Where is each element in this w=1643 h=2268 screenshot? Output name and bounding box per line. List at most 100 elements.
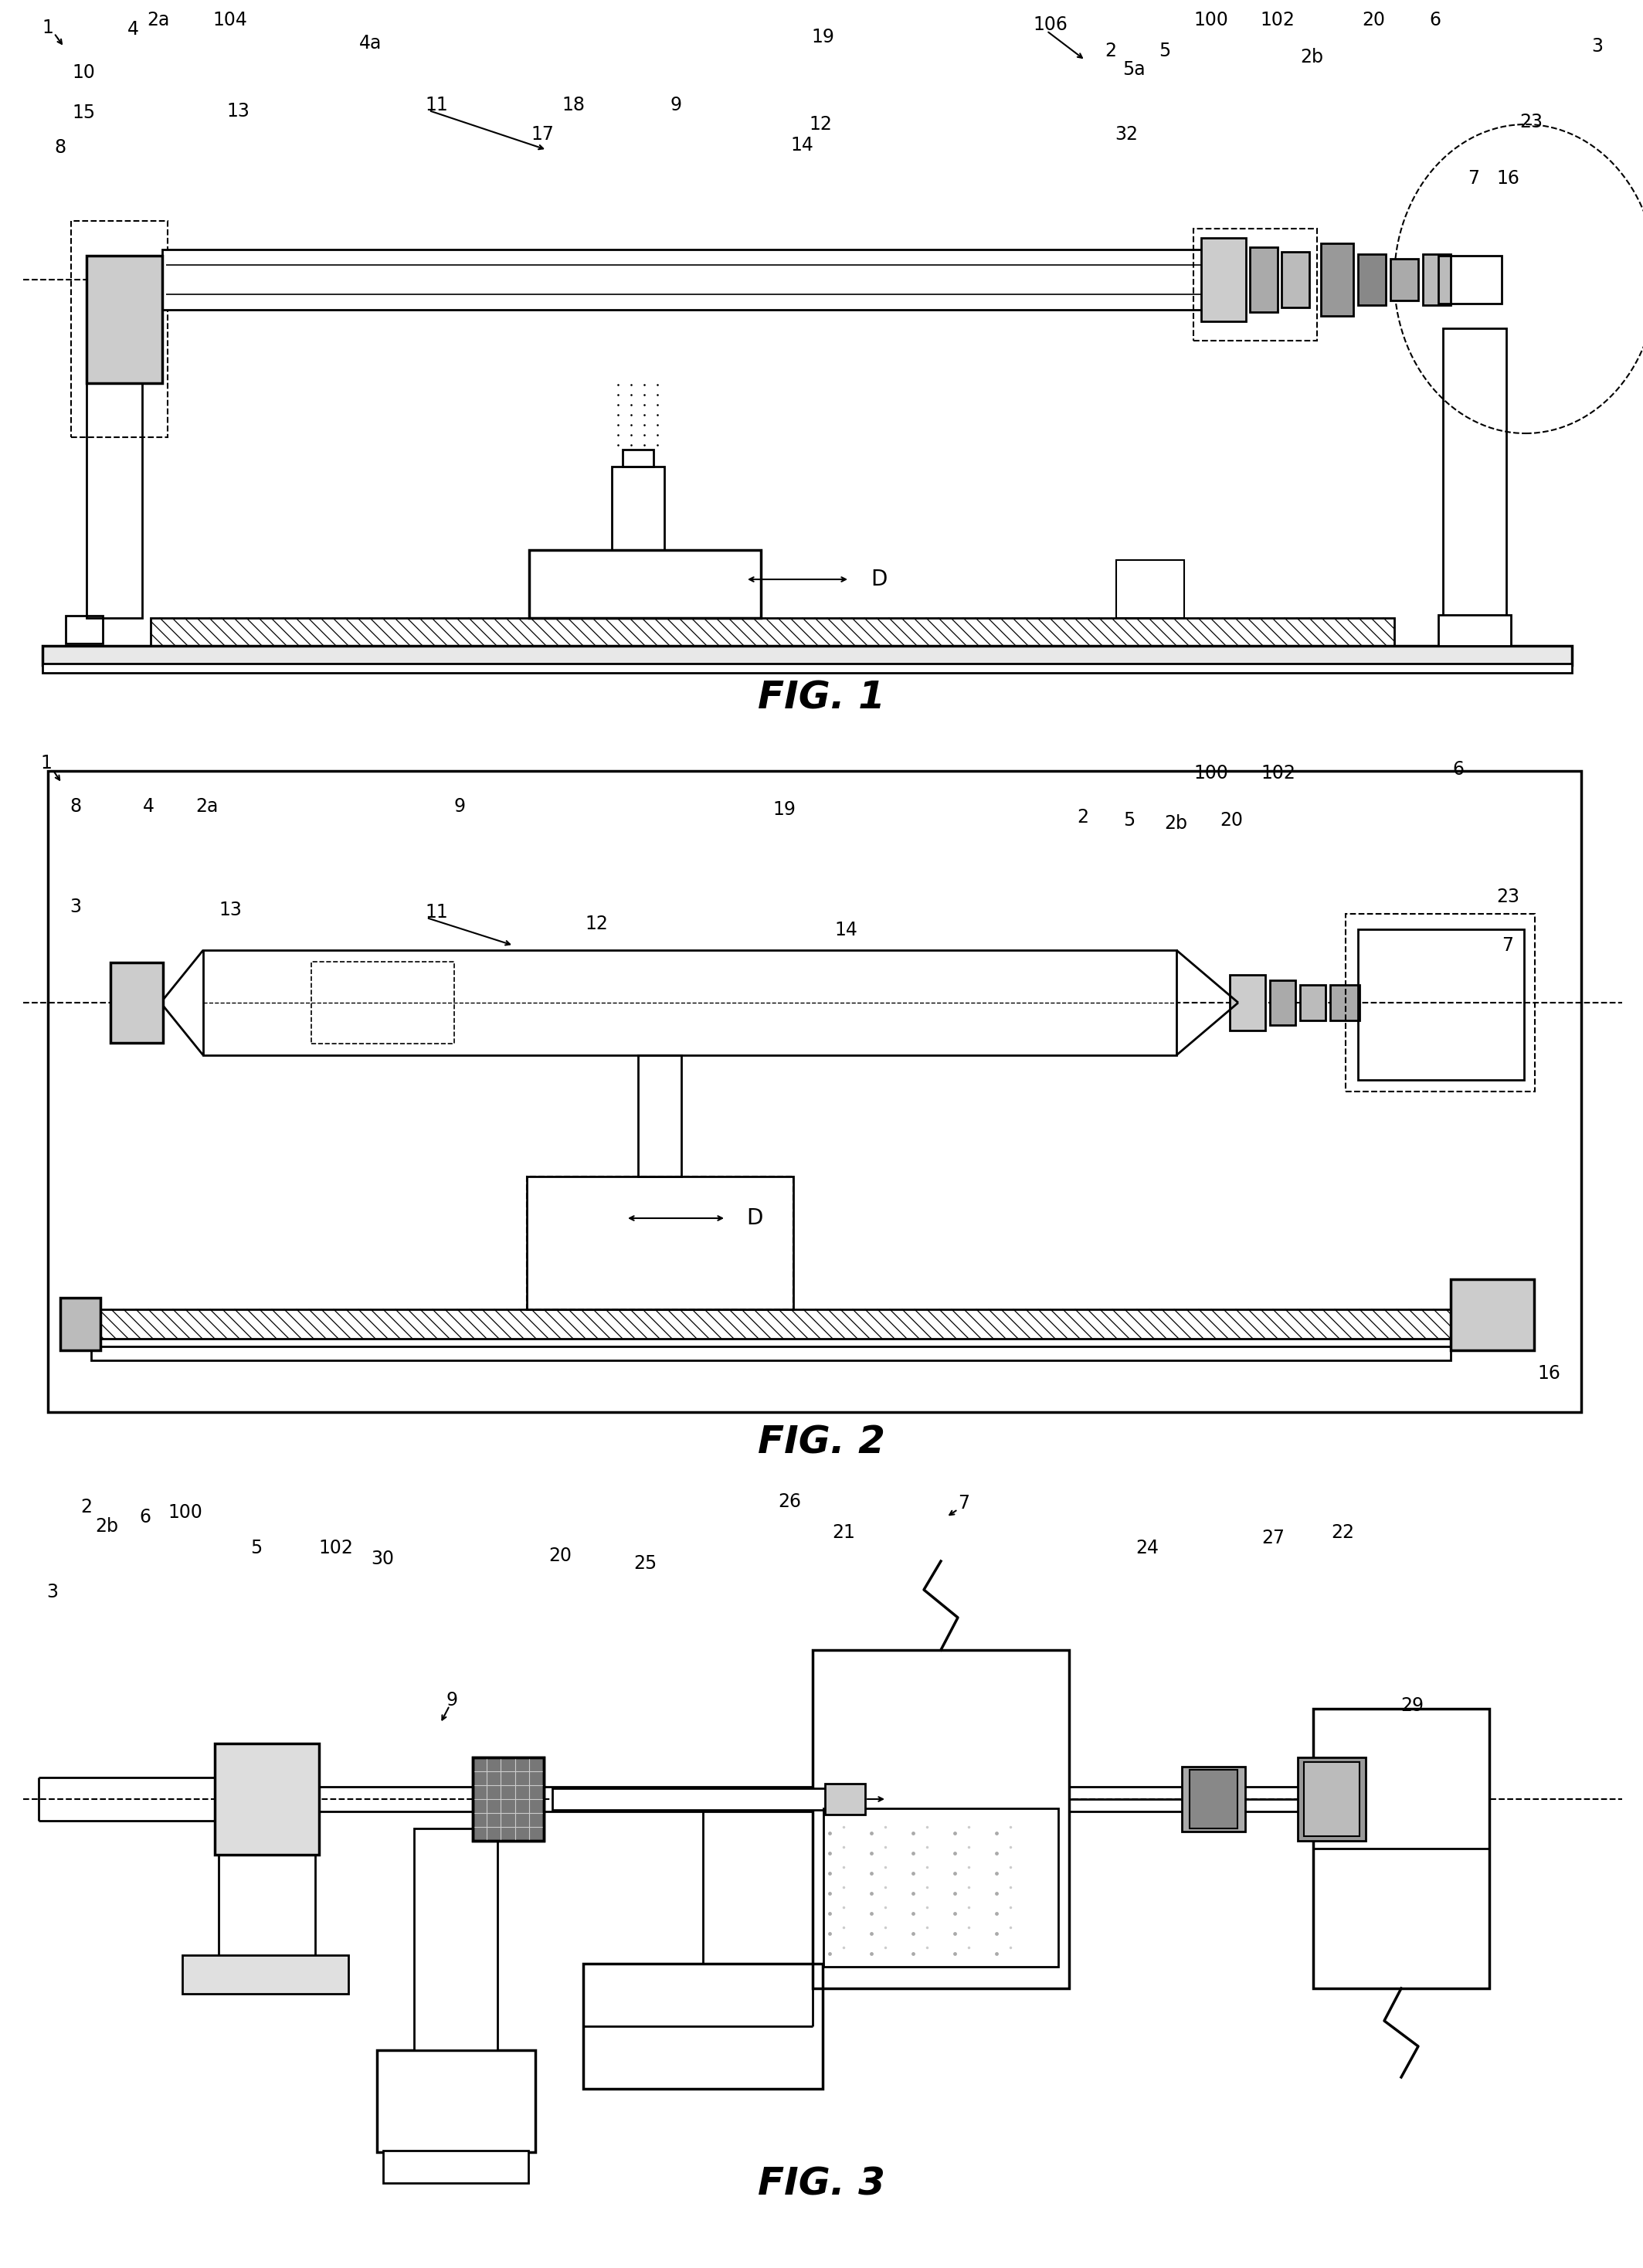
Text: 2a: 2a <box>196 796 219 816</box>
Text: 15: 15 <box>72 104 95 122</box>
Bar <box>163 249 1209 311</box>
Text: 13: 13 <box>227 102 250 120</box>
Bar <box>1116 560 1185 617</box>
Text: 2b: 2b <box>1165 814 1188 832</box>
Text: 12: 12 <box>808 116 831 134</box>
Bar <box>527 1177 794 1309</box>
Text: 24: 24 <box>1135 1538 1158 1558</box>
Text: 4a: 4a <box>360 34 383 52</box>
Text: 100: 100 <box>1194 11 1229 29</box>
Text: 20: 20 <box>549 1547 572 1565</box>
Polygon shape <box>161 950 204 1055</box>
Bar <box>623 449 654 467</box>
Bar <box>1305 1762 1359 1837</box>
Bar <box>1298 1758 1365 1842</box>
Bar <box>151 617 1395 646</box>
Bar <box>110 962 163 1043</box>
Text: 21: 21 <box>831 1524 854 1542</box>
Bar <box>825 1783 866 1814</box>
Text: 8: 8 <box>71 796 82 816</box>
Text: 106: 106 <box>1033 16 1068 34</box>
Text: 4: 4 <box>127 20 138 39</box>
Text: 9: 9 <box>453 796 465 816</box>
Text: 12: 12 <box>585 914 608 932</box>
Bar <box>1313 1708 1489 1989</box>
Text: 3: 3 <box>71 898 82 916</box>
Bar <box>529 551 761 617</box>
Text: 3: 3 <box>46 1583 58 1601</box>
Text: 6: 6 <box>1452 760 1464 778</box>
Text: 5a: 5a <box>1122 61 1145 79</box>
Text: 16: 16 <box>1497 170 1520 188</box>
Text: FIG. 1: FIG. 1 <box>757 680 886 717</box>
Text: 13: 13 <box>219 900 242 919</box>
Text: 2: 2 <box>1106 41 1117 61</box>
Bar <box>1190 1769 1237 1828</box>
Bar <box>1270 980 1295 1025</box>
Bar <box>311 962 453 1043</box>
Bar <box>527 1177 794 1309</box>
Bar <box>1201 238 1245 322</box>
Text: 100: 100 <box>1194 764 1229 782</box>
Text: 16: 16 <box>1538 1363 1561 1383</box>
Text: 6: 6 <box>140 1508 151 1526</box>
Text: 30: 30 <box>371 1549 394 1567</box>
Text: 5: 5 <box>251 1538 263 1558</box>
Text: 26: 26 <box>777 1492 802 1510</box>
Text: 104: 104 <box>214 11 248 29</box>
Bar <box>1423 254 1451 306</box>
Text: 6: 6 <box>1429 11 1441 29</box>
Bar <box>414 1828 498 2050</box>
Bar <box>1438 256 1502 304</box>
Text: 2a: 2a <box>146 11 169 29</box>
Bar <box>1282 252 1309 308</box>
Text: 23: 23 <box>1497 887 1520 907</box>
Text: 19: 19 <box>772 801 795 819</box>
Bar <box>1300 984 1326 1021</box>
Bar <box>90 1309 1451 1338</box>
Text: 18: 18 <box>562 95 585 113</box>
Text: 2: 2 <box>81 1497 92 1517</box>
Bar <box>1229 975 1265 1030</box>
Bar <box>87 256 163 383</box>
Text: 4: 4 <box>143 796 154 816</box>
Text: 2b: 2b <box>95 1517 118 1535</box>
Bar <box>473 1758 544 1842</box>
Bar <box>637 1055 682 1177</box>
Text: D: D <box>871 569 887 590</box>
Bar <box>48 771 1581 1413</box>
Text: 5: 5 <box>1124 812 1135 830</box>
Bar <box>71 220 168 438</box>
Bar <box>90 1347 1451 1361</box>
Text: 10: 10 <box>72 64 95 82</box>
Bar <box>219 1855 315 1957</box>
Text: 7: 7 <box>1469 170 1480 188</box>
Text: 3: 3 <box>1592 36 1604 57</box>
Bar <box>43 665 1572 674</box>
Bar <box>823 1808 1058 1966</box>
Bar <box>813 1651 1070 1989</box>
Text: 102: 102 <box>1260 11 1295 29</box>
Text: 7: 7 <box>1502 937 1513 955</box>
Bar <box>552 1787 826 1810</box>
Bar <box>1359 930 1525 1080</box>
Text: 22: 22 <box>1331 1524 1354 1542</box>
Text: 25: 25 <box>633 1554 657 1572</box>
Text: 1: 1 <box>41 753 53 773</box>
Text: 20: 20 <box>1219 812 1242 830</box>
Bar <box>583 1964 823 2089</box>
Bar <box>1321 243 1354 315</box>
Bar <box>383 2150 529 2184</box>
Text: 102: 102 <box>319 1538 353 1558</box>
Text: FIG. 3: FIG. 3 <box>757 2166 886 2202</box>
Bar <box>1390 259 1418 299</box>
Text: 14: 14 <box>790 136 813 154</box>
Text: 100: 100 <box>168 1504 202 1522</box>
Text: 8: 8 <box>54 138 66 156</box>
Bar <box>1250 247 1278 313</box>
Text: 32: 32 <box>1114 125 1139 143</box>
Bar <box>1443 329 1507 617</box>
Text: 7: 7 <box>958 1495 969 1513</box>
Bar <box>611 467 664 551</box>
Bar <box>61 1297 100 1349</box>
